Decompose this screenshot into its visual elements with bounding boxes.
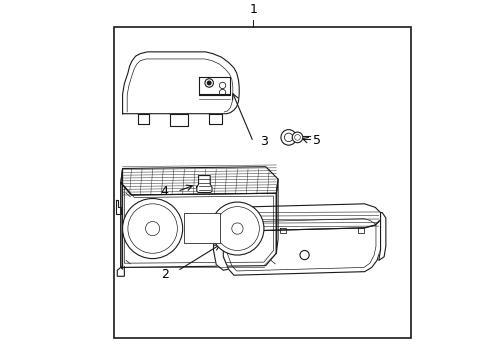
- Polygon shape: [170, 114, 187, 126]
- Text: 3: 3: [260, 135, 268, 148]
- Polygon shape: [213, 221, 228, 270]
- Bar: [184, 213, 219, 243]
- Polygon shape: [121, 183, 276, 267]
- Polygon shape: [219, 204, 380, 231]
- Polygon shape: [122, 52, 239, 114]
- Text: 1: 1: [249, 3, 257, 16]
- Polygon shape: [209, 114, 221, 124]
- Polygon shape: [196, 176, 212, 193]
- Circle shape: [122, 198, 183, 258]
- Bar: [114, 27, 410, 338]
- Polygon shape: [121, 167, 278, 195]
- Text: 5: 5: [313, 134, 321, 147]
- Polygon shape: [378, 213, 385, 260]
- Circle shape: [207, 81, 210, 85]
- Circle shape: [292, 132, 302, 143]
- Polygon shape: [276, 179, 278, 253]
- Text: 4: 4: [161, 185, 168, 198]
- Polygon shape: [219, 220, 380, 275]
- Polygon shape: [198, 77, 230, 94]
- Circle shape: [210, 202, 264, 255]
- Circle shape: [280, 130, 296, 145]
- Polygon shape: [138, 114, 149, 124]
- Text: 2: 2: [161, 268, 168, 281]
